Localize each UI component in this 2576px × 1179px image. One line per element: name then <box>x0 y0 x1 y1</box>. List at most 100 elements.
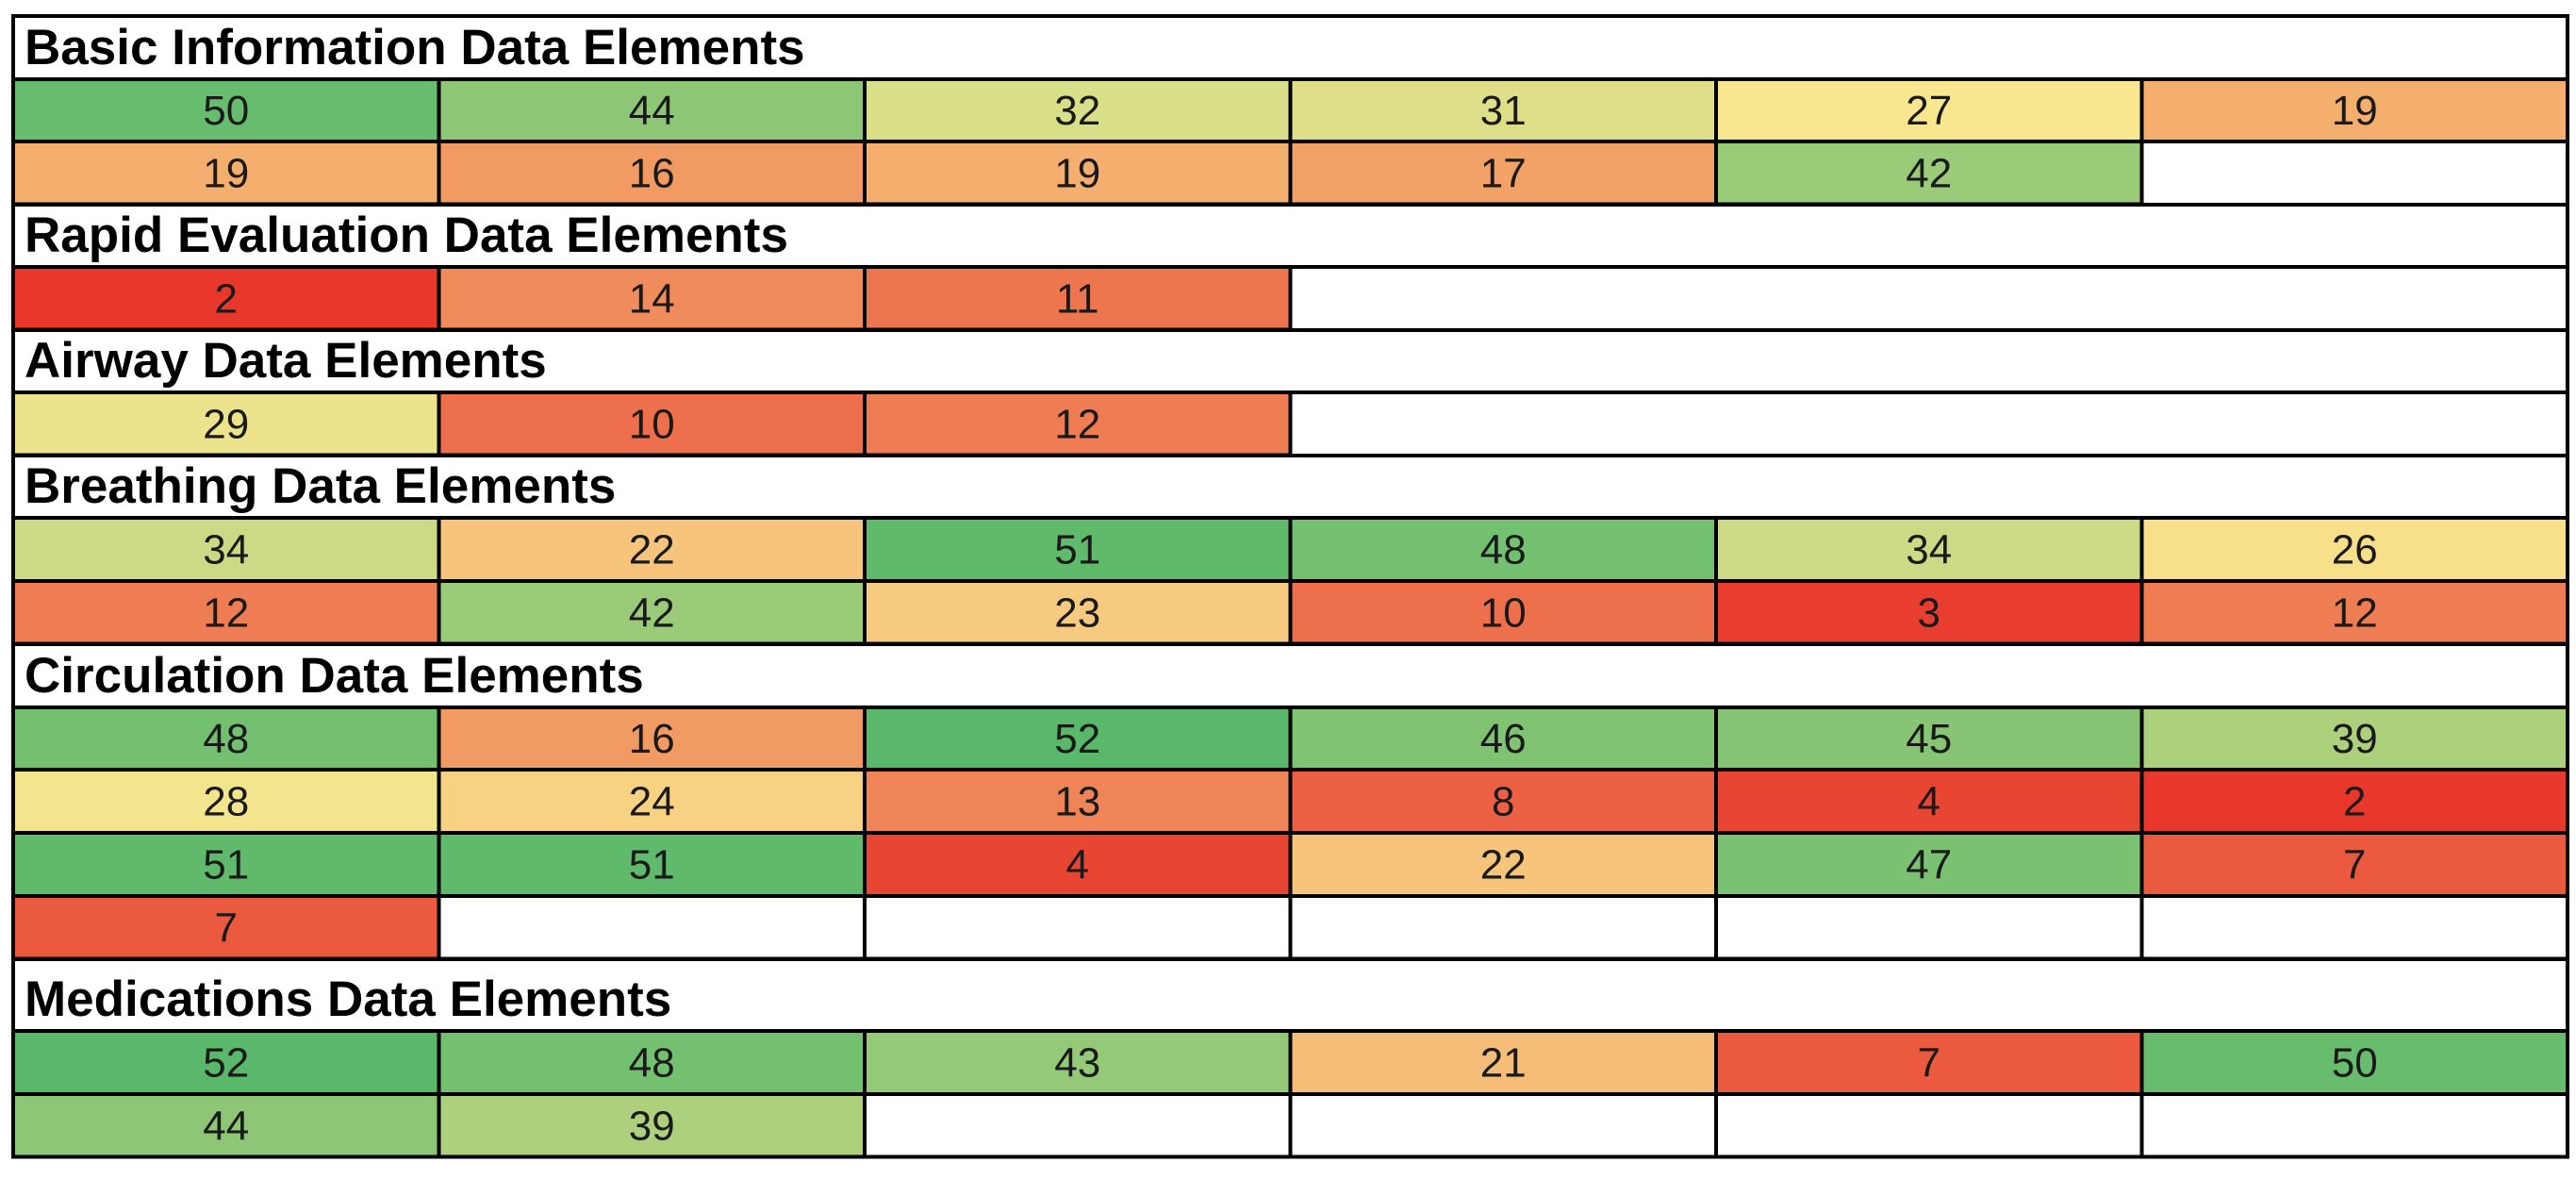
cell-value-label: 48 <box>203 716 249 762</box>
cell-value-label: 19 <box>2332 88 2378 134</box>
section-title: Medications Data Elements <box>25 971 671 1027</box>
cell-value-label: 16 <box>629 150 675 196</box>
heatmap-cell <box>863 140 1293 207</box>
cell-value-label: 2 <box>2343 779 2366 825</box>
section-header-band <box>11 328 2569 394</box>
cell-value-label: 51 <box>203 842 249 888</box>
empty-cell <box>1288 1092 1718 1159</box>
cell-value-label: 50 <box>2332 1040 2378 1087</box>
cell-value-label: 52 <box>1054 716 1100 762</box>
heatmap-cell <box>11 265 441 332</box>
cell-value-label: 46 <box>1480 716 1527 762</box>
cell-value-label: 50 <box>203 88 249 134</box>
cell-value-label: 7 <box>1918 1040 1940 1087</box>
heatmap-cell <box>863 390 1293 457</box>
cell-value-label: 51 <box>1054 527 1100 573</box>
cell-value-label: 10 <box>629 401 675 447</box>
cell-value-label: 19 <box>1054 150 1100 196</box>
heatmap-cell <box>437 390 867 457</box>
heatmap-cell <box>863 831 1293 898</box>
cell-value-label: 29 <box>203 401 249 447</box>
section-title: Rapid Evaluation Data Elements <box>25 208 788 263</box>
cell-value-label: 45 <box>1906 716 1952 762</box>
cell-value-label: 12 <box>2332 590 2378 636</box>
cell-value-label: 23 <box>1054 590 1100 636</box>
cell-value-label: 12 <box>203 590 249 636</box>
heatmap-cell <box>1714 77 2144 143</box>
cell-value-label: 22 <box>629 527 675 573</box>
heatmap-cell <box>437 706 867 772</box>
cell-value-label: 44 <box>203 1103 249 1149</box>
heatmap-cell <box>437 768 867 835</box>
cell-value-label: 22 <box>1480 842 1527 888</box>
cell-value-label: 34 <box>1906 527 1952 573</box>
empty-cell <box>1714 894 2144 961</box>
empty-cell <box>2139 1092 2569 1159</box>
cell-value-label: 34 <box>203 527 249 573</box>
empty-cell <box>863 894 1293 961</box>
cell-value-label: 3 <box>1918 590 1940 636</box>
section-title: Breathing Data Elements <box>25 458 616 514</box>
section-header-band <box>11 454 2569 520</box>
cell-value-label: 26 <box>2332 527 2378 573</box>
heatmap-cell <box>2139 516 2569 583</box>
cell-value-label: 16 <box>629 716 675 762</box>
cell-value-label: 32 <box>1054 88 1100 134</box>
cell-value-label: 31 <box>1480 88 1527 134</box>
heatmap-cell <box>437 516 867 583</box>
empty-cell <box>863 1092 1293 1159</box>
cell-value-label: 24 <box>629 779 675 825</box>
cell-value-label: 51 <box>629 842 675 888</box>
section-title: Airway Data Elements <box>25 333 547 389</box>
cell-value-label: 19 <box>203 150 249 196</box>
cell-value-label: 43 <box>1054 1040 1100 1087</box>
heatmap-cell <box>437 579 867 646</box>
heatmap-cell <box>863 706 1293 772</box>
cell-value-label: 39 <box>2332 716 2378 762</box>
cell-value-label: 44 <box>629 88 675 134</box>
heatmap-cell <box>437 831 867 898</box>
empty-cell <box>1288 894 1718 961</box>
heatmap-cell <box>1714 1029 2144 1096</box>
cell-value-label: 28 <box>203 779 249 825</box>
cell-value-label: 7 <box>2343 842 2366 888</box>
cell-value-label: 42 <box>629 590 675 636</box>
cell-value-label: 13 <box>1054 779 1100 825</box>
heatmap-cell <box>437 1092 867 1159</box>
section-header-band <box>11 957 2569 1033</box>
empty-cell <box>2139 894 2569 961</box>
cell-value-label: 4 <box>1918 779 1940 825</box>
cell-value-label: 2 <box>215 275 238 322</box>
heatmap-cell <box>1714 831 2144 898</box>
cell-value-label: 10 <box>1480 590 1527 636</box>
heatmap-cell <box>11 831 441 898</box>
empty-cell <box>437 894 867 961</box>
heatmap-cell <box>1714 140 2144 207</box>
cell-value-label: 17 <box>1480 150 1527 196</box>
cell-value-label: 8 <box>1492 779 1514 825</box>
heatmap-cell <box>437 1029 867 1096</box>
heatmap-cell <box>2139 768 2569 835</box>
heatmap-cell <box>863 265 1293 332</box>
section-title: Basic Information Data Elements <box>25 20 805 75</box>
heatmap-cell <box>1288 579 1718 646</box>
cell-value-label: 48 <box>629 1040 675 1087</box>
heatmap-cell <box>11 1029 441 1096</box>
cell-value-label: 14 <box>629 275 675 322</box>
empty-cell <box>1714 1092 2144 1159</box>
cell-value-label: 48 <box>1480 527 1527 573</box>
heatmap-cell <box>11 140 441 207</box>
section-header-band <box>11 14 2569 81</box>
cell-value-label: 52 <box>203 1040 249 1087</box>
heatmap-cell <box>1288 831 1718 898</box>
cell-value-label: 47 <box>1906 842 1952 888</box>
cell-value-label: 27 <box>1906 88 1952 134</box>
heatmap-cell <box>11 894 441 961</box>
cell-value-label: 11 <box>1056 275 1099 322</box>
section-title: Circulation Data Elements <box>25 648 644 704</box>
cell-value-label: 7 <box>215 905 238 951</box>
cell-value-label: 21 <box>1480 1040 1527 1087</box>
heatmap-cell <box>11 1092 441 1159</box>
cell-value-label: 42 <box>1906 150 1952 196</box>
